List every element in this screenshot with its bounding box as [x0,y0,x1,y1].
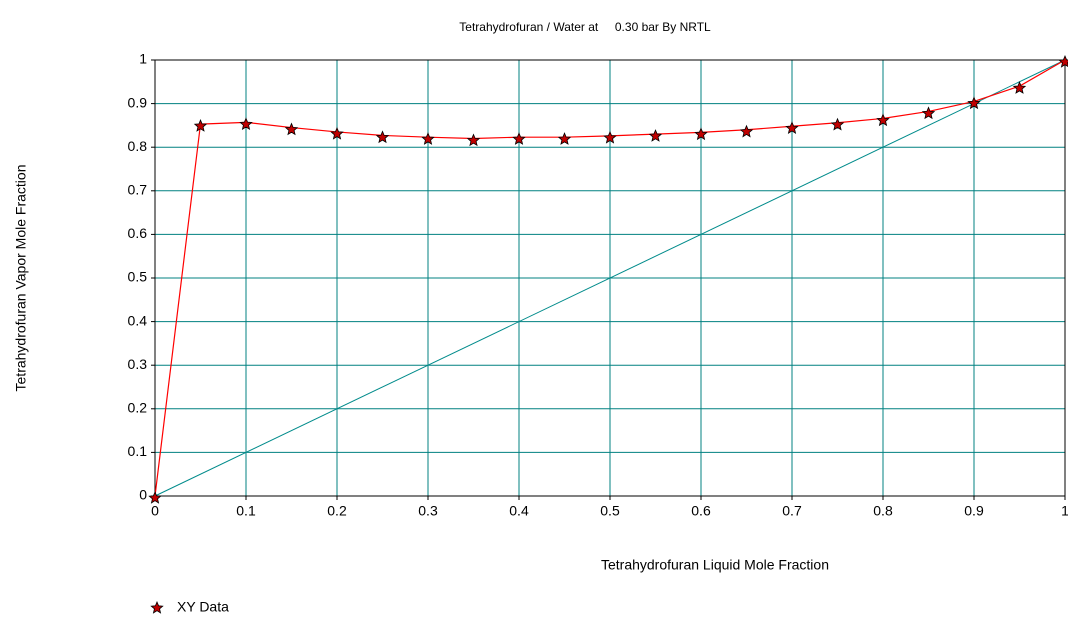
point-marker [512,132,526,145]
point-marker [739,124,754,138]
x-tick-label: 0.7 [782,503,802,519]
y-axis-label: Tetrahydrofuran Vapor Mole Fraction [13,165,29,392]
y-tick-label: 0.8 [128,138,148,154]
y-tick-label: 0.1 [128,443,148,459]
x-tick-label: 0.8 [873,503,893,519]
x-tick-label: 0.2 [327,503,347,519]
legend-label: XY Data [177,599,229,615]
x-tick-label: 1 [1061,503,1068,519]
x-axis-label: Tetrahydrofuran Liquid Mole Fraction [601,557,829,573]
chart-title: Tetrahydrofuran / Water at 0.30 bar By N… [459,20,711,34]
x-tick-label: 0.3 [418,503,438,519]
y-tick-label: 0.4 [128,312,148,328]
point-marker [648,129,663,142]
plot-border [154,59,1066,497]
point-marker [785,121,799,134]
y-tick-label: 0 [139,487,147,503]
point-marker [284,122,299,136]
y-tick-label: 0.2 [128,400,148,416]
point-marker [375,130,390,144]
x-tick-label: 0 [151,503,159,519]
x-tick-label: 0.6 [691,503,711,519]
point-marker [148,490,162,504]
point-marker [1012,81,1027,94]
point-marker [830,117,845,131]
legend-marker [150,600,164,614]
reference-line [154,59,1066,497]
point-marker [967,96,981,110]
point-marker [1058,54,1068,68]
y-tick-label: 0.9 [128,94,148,110]
point-marker [466,133,481,147]
y-tick-label: 0.6 [128,225,148,241]
x-tick-label: 0.5 [600,503,620,519]
point-marker [330,126,344,140]
point-marker [603,130,617,144]
y-tick-label: 1 [139,51,147,67]
point-marker [694,127,708,141]
point-marker [193,119,208,132]
x-tick-label: 0.4 [509,503,529,519]
y-tick-label: 0.5 [128,269,148,285]
y-tick-label: 0.7 [128,182,148,198]
point-marker [557,132,572,145]
point-marker [876,113,890,127]
point-marker [421,132,435,145]
x-tick-label: 0.9 [964,503,984,519]
point-marker [921,106,936,120]
point-marker [239,117,253,131]
x-tick-label: 0.1 [236,503,256,519]
y-tick-label: 0.3 [128,356,148,372]
